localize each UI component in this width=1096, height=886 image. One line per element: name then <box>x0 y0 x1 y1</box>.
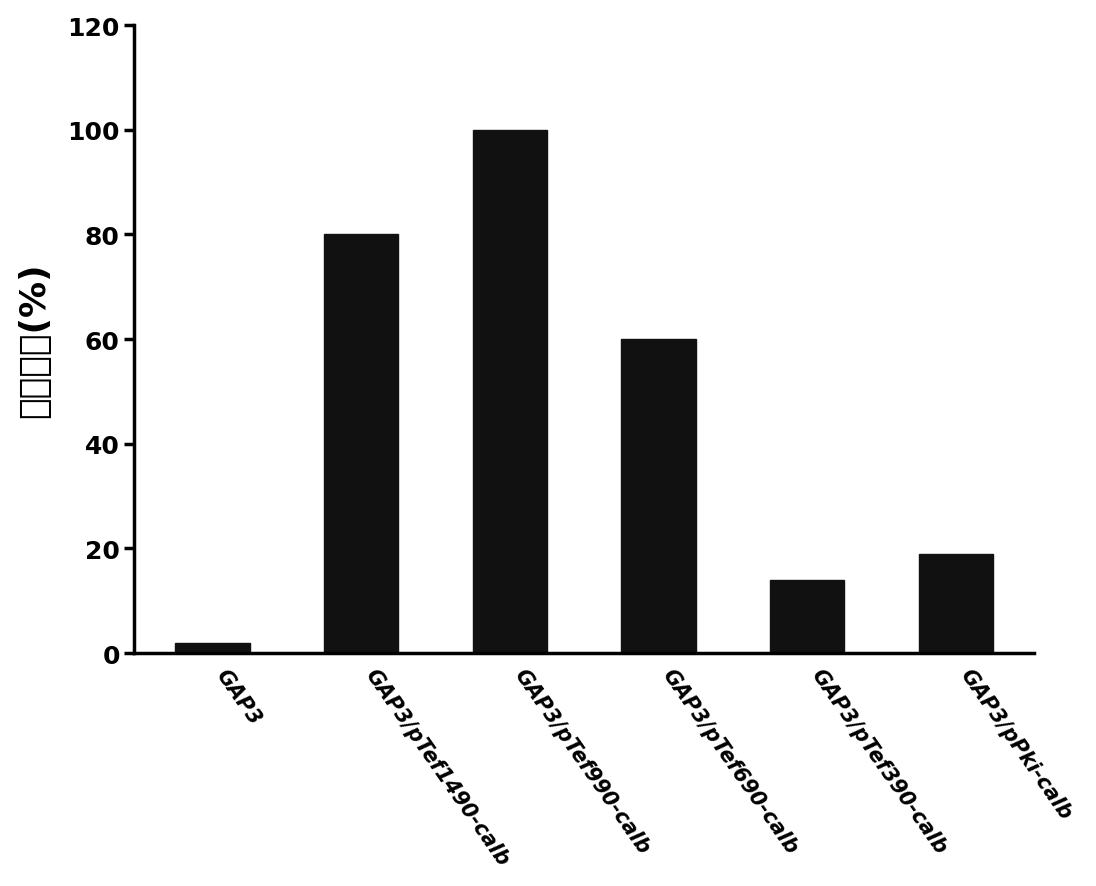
Bar <box>621 339 696 653</box>
Bar <box>472 130 547 653</box>
Bar <box>770 580 844 653</box>
Bar <box>175 643 250 653</box>
Bar <box>324 235 398 653</box>
Y-axis label: 相对活性(%): 相对活性(%) <box>16 262 50 417</box>
Bar <box>918 554 993 653</box>
